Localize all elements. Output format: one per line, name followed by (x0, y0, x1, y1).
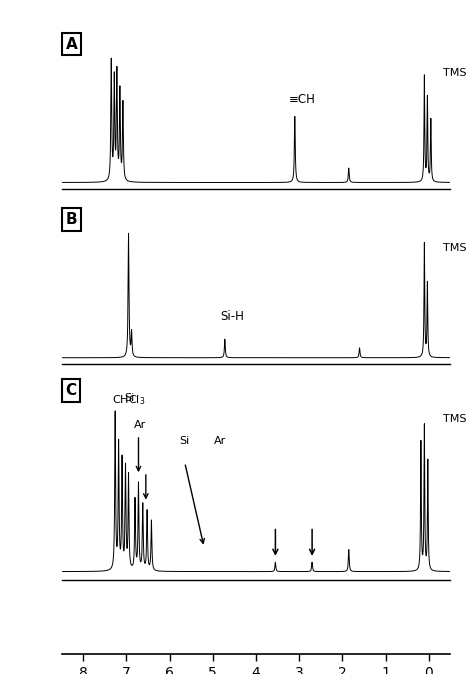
Text: Ar: Ar (134, 420, 146, 430)
Text: TMS: TMS (443, 414, 466, 424)
Text: A: A (65, 36, 77, 52)
Text: ≡CH: ≡CH (288, 94, 315, 106)
Text: Si: Si (124, 393, 134, 403)
Text: C: C (65, 384, 77, 398)
Text: TMS: TMS (443, 68, 466, 78)
Text: TMS: TMS (443, 243, 466, 253)
Text: Si-H: Si-H (220, 310, 245, 323)
Text: Si: Si (179, 436, 189, 446)
Text: Ar: Ar (213, 436, 226, 446)
Text: B: B (65, 212, 77, 227)
Text: CHCl$_3$: CHCl$_3$ (112, 393, 145, 406)
